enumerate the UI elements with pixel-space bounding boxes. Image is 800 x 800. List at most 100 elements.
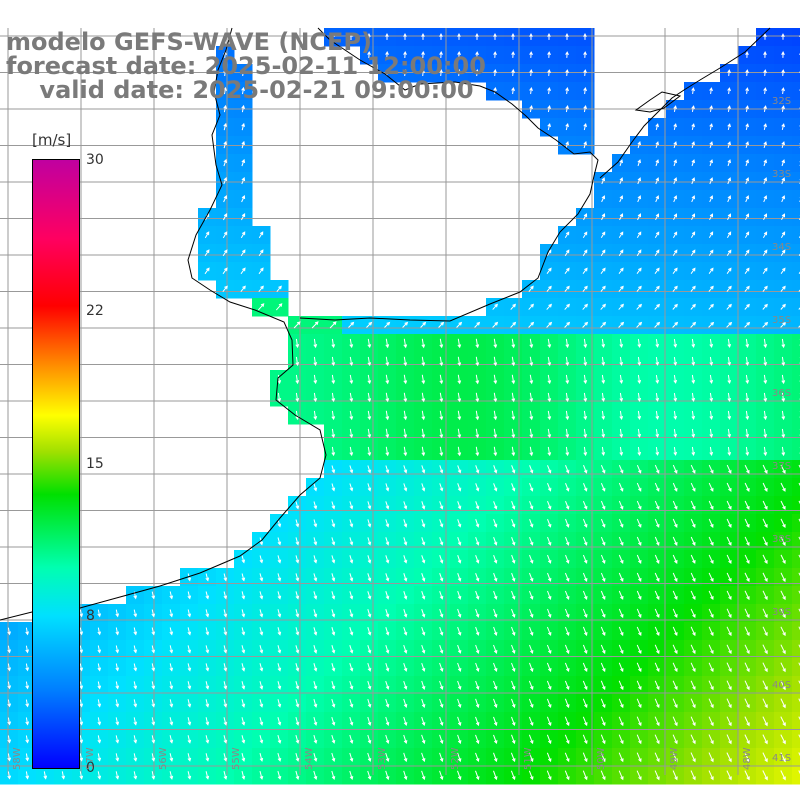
wind-arrow xyxy=(97,753,102,762)
colorbar xyxy=(32,159,80,769)
wind-arrow xyxy=(259,627,264,636)
wind-arrow xyxy=(655,357,660,366)
wind-arrow xyxy=(673,105,677,113)
wind-arrow xyxy=(672,500,678,510)
wind-arrow xyxy=(313,663,318,672)
wind-arrow xyxy=(673,213,677,221)
wind-arrow xyxy=(367,555,372,564)
wind-arrow xyxy=(421,50,425,59)
wind-arrow xyxy=(259,573,264,582)
wind-arrow xyxy=(636,572,642,582)
wind-arrow xyxy=(493,555,498,564)
wind-arrow xyxy=(349,356,354,367)
wind-arrow xyxy=(780,536,786,547)
wind-cell xyxy=(792,154,800,173)
wind-arrow xyxy=(223,663,228,672)
wind-arrow xyxy=(744,752,750,763)
wind-arrow xyxy=(511,554,516,564)
wind-arrow xyxy=(169,591,174,600)
wind-arrow xyxy=(511,338,516,349)
wind-arrow xyxy=(745,446,750,457)
wind-arrow xyxy=(726,267,732,274)
wind-arrow xyxy=(655,375,660,384)
wind-arrow xyxy=(709,105,713,113)
wind-arrow xyxy=(745,141,749,149)
wind-cell xyxy=(792,604,800,623)
wind-arrow xyxy=(763,374,768,385)
wind-arrow xyxy=(241,663,246,672)
wind-arrow xyxy=(511,501,516,510)
wind-arrow xyxy=(709,428,714,439)
wind-arrow xyxy=(565,104,569,113)
wind-arrow xyxy=(295,609,300,618)
wind-arrow xyxy=(25,645,29,654)
wind-arrow xyxy=(259,699,264,708)
wind-arrow xyxy=(564,662,570,673)
wind-arrow xyxy=(654,536,660,546)
wind-arrow xyxy=(726,500,732,510)
wind-arrow xyxy=(547,608,552,619)
wind-arrow xyxy=(240,249,246,257)
wind-arrow xyxy=(259,609,264,618)
wind-arrow xyxy=(618,303,625,310)
wind-arrow xyxy=(457,446,462,457)
wind-arrow xyxy=(241,609,246,618)
wind-arrow xyxy=(349,573,354,582)
wind-arrow xyxy=(457,465,462,474)
wind-arrow xyxy=(151,627,156,636)
wind-arrow xyxy=(367,338,372,349)
wind-arrow xyxy=(331,663,336,672)
wind-arrow xyxy=(565,518,570,528)
wind-arrow xyxy=(546,662,552,673)
wind-arrow xyxy=(133,627,138,636)
wind-arrow xyxy=(79,627,84,636)
wind-arrow xyxy=(618,518,624,528)
wind-arrow xyxy=(187,663,192,672)
wind-arrow xyxy=(223,122,227,131)
wind-arrow xyxy=(313,627,318,636)
wind-arrow xyxy=(151,771,156,780)
wind-arrow xyxy=(636,680,642,691)
wind-arrow xyxy=(403,555,408,564)
wind-arrow xyxy=(439,555,444,564)
wind-arrow xyxy=(511,465,516,474)
wind-arrow xyxy=(619,195,623,203)
wind-arrow xyxy=(205,717,210,726)
wind-arrow xyxy=(7,645,11,654)
wind-arrow xyxy=(457,537,462,546)
wind-arrow xyxy=(439,662,444,672)
wind-arrow xyxy=(133,699,138,708)
wind-arrow xyxy=(780,285,786,292)
wind-arrow xyxy=(672,249,678,256)
wind-arrow xyxy=(367,501,372,510)
wind-arrow xyxy=(636,267,642,274)
wind-arrow xyxy=(223,177,228,185)
wind-arrow xyxy=(7,663,11,672)
wind-arrow xyxy=(241,573,246,582)
wind-arrow xyxy=(349,734,354,745)
wind-arrow xyxy=(619,338,624,349)
wind-arrow xyxy=(528,752,534,763)
wind-arrow xyxy=(781,105,785,113)
wind-arrow xyxy=(709,338,714,349)
wind-arrow xyxy=(223,627,228,636)
wind-arrow xyxy=(115,663,120,672)
wind-arrow xyxy=(601,338,606,349)
wind-arrow xyxy=(583,213,588,221)
wind-arrow xyxy=(762,482,768,492)
wind-arrow xyxy=(349,519,354,528)
wind-arrow xyxy=(457,698,462,708)
wind-arrow xyxy=(79,645,84,654)
wind-arrow xyxy=(331,591,336,600)
wind-arrow xyxy=(637,410,642,421)
wind-arrow xyxy=(726,231,732,239)
wind-arrow xyxy=(475,734,480,745)
wind-arrow xyxy=(367,770,372,780)
wind-arrow xyxy=(295,501,300,510)
wind-arrow xyxy=(691,159,695,167)
wind-arrow xyxy=(187,771,192,780)
wind-arrow xyxy=(583,428,588,439)
wind-arrow xyxy=(744,698,750,709)
wind-arrow xyxy=(313,374,318,385)
wind-arrow xyxy=(583,356,588,367)
